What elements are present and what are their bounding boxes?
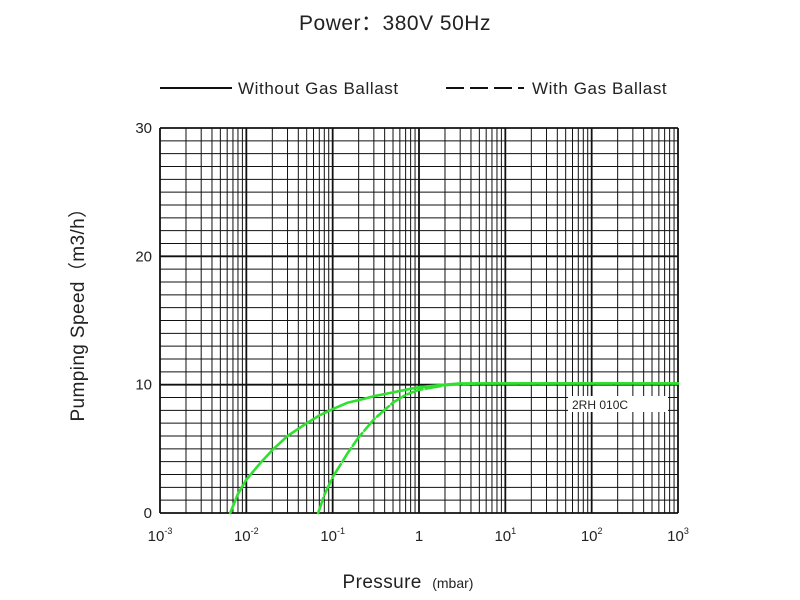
x-tick-base: 10: [581, 528, 598, 545]
x-tick-label: 10-3: [148, 526, 173, 545]
x-tick-label: 10-1: [320, 526, 345, 545]
x-tick-base: 10: [234, 528, 251, 545]
x-axis-unit: (mbar): [432, 575, 473, 591]
legend-label-with-ballast: With Gas Ballast: [532, 79, 667, 98]
x-tick-base: 10: [320, 528, 337, 545]
x-tick-label: 1: [415, 528, 423, 545]
x-axis-label: Pressure: [343, 572, 422, 593]
y-tick-label: 20: [135, 248, 152, 265]
series-line-with-gas-ballast: [316, 382, 680, 515]
x-tick-label: 102: [581, 526, 603, 545]
x-tick-base: 1: [415, 528, 423, 545]
x-tick-exponent: 2: [598, 526, 603, 536]
legend-label-without-ballast: Without Gas Ballast: [238, 79, 399, 98]
x-axis-label-group: Pressure (mbar): [343, 572, 474, 593]
y-tick-label: 0: [144, 505, 152, 522]
x-tick-label: 101: [494, 526, 516, 545]
x-tick-base: 10: [148, 528, 165, 545]
x-tick-exponent: -3: [164, 526, 172, 536]
y-tick-label: 10: [135, 377, 152, 394]
x-tick-label: 10-2: [234, 526, 259, 545]
x-tick-base: 10: [667, 528, 684, 545]
y-tick-label: 30: [135, 120, 152, 137]
x-tick-exponent: -2: [251, 526, 259, 536]
x-tick-exponent: 3: [684, 526, 689, 536]
x-tick-labels: 10-3 10-2 10-1 1 101 102 103: [148, 526, 689, 545]
x-tick-label: 103: [667, 526, 689, 545]
y-axis-label: Pumping Speed（m3/h）: [67, 198, 89, 421]
x-tick-base: 10: [494, 528, 511, 545]
model-label-background: [568, 396, 668, 412]
grid: [159, 127, 679, 514]
curves: [228, 382, 680, 515]
x-tick-exponent: 1: [511, 526, 516, 536]
x-tick-exponent: -1: [337, 526, 345, 536]
model-label: 2RH 010C: [572, 398, 628, 412]
chart-title: Power：380V 50Hz: [299, 12, 491, 35]
y-tick-labels: 0 10 20 30: [135, 120, 152, 522]
